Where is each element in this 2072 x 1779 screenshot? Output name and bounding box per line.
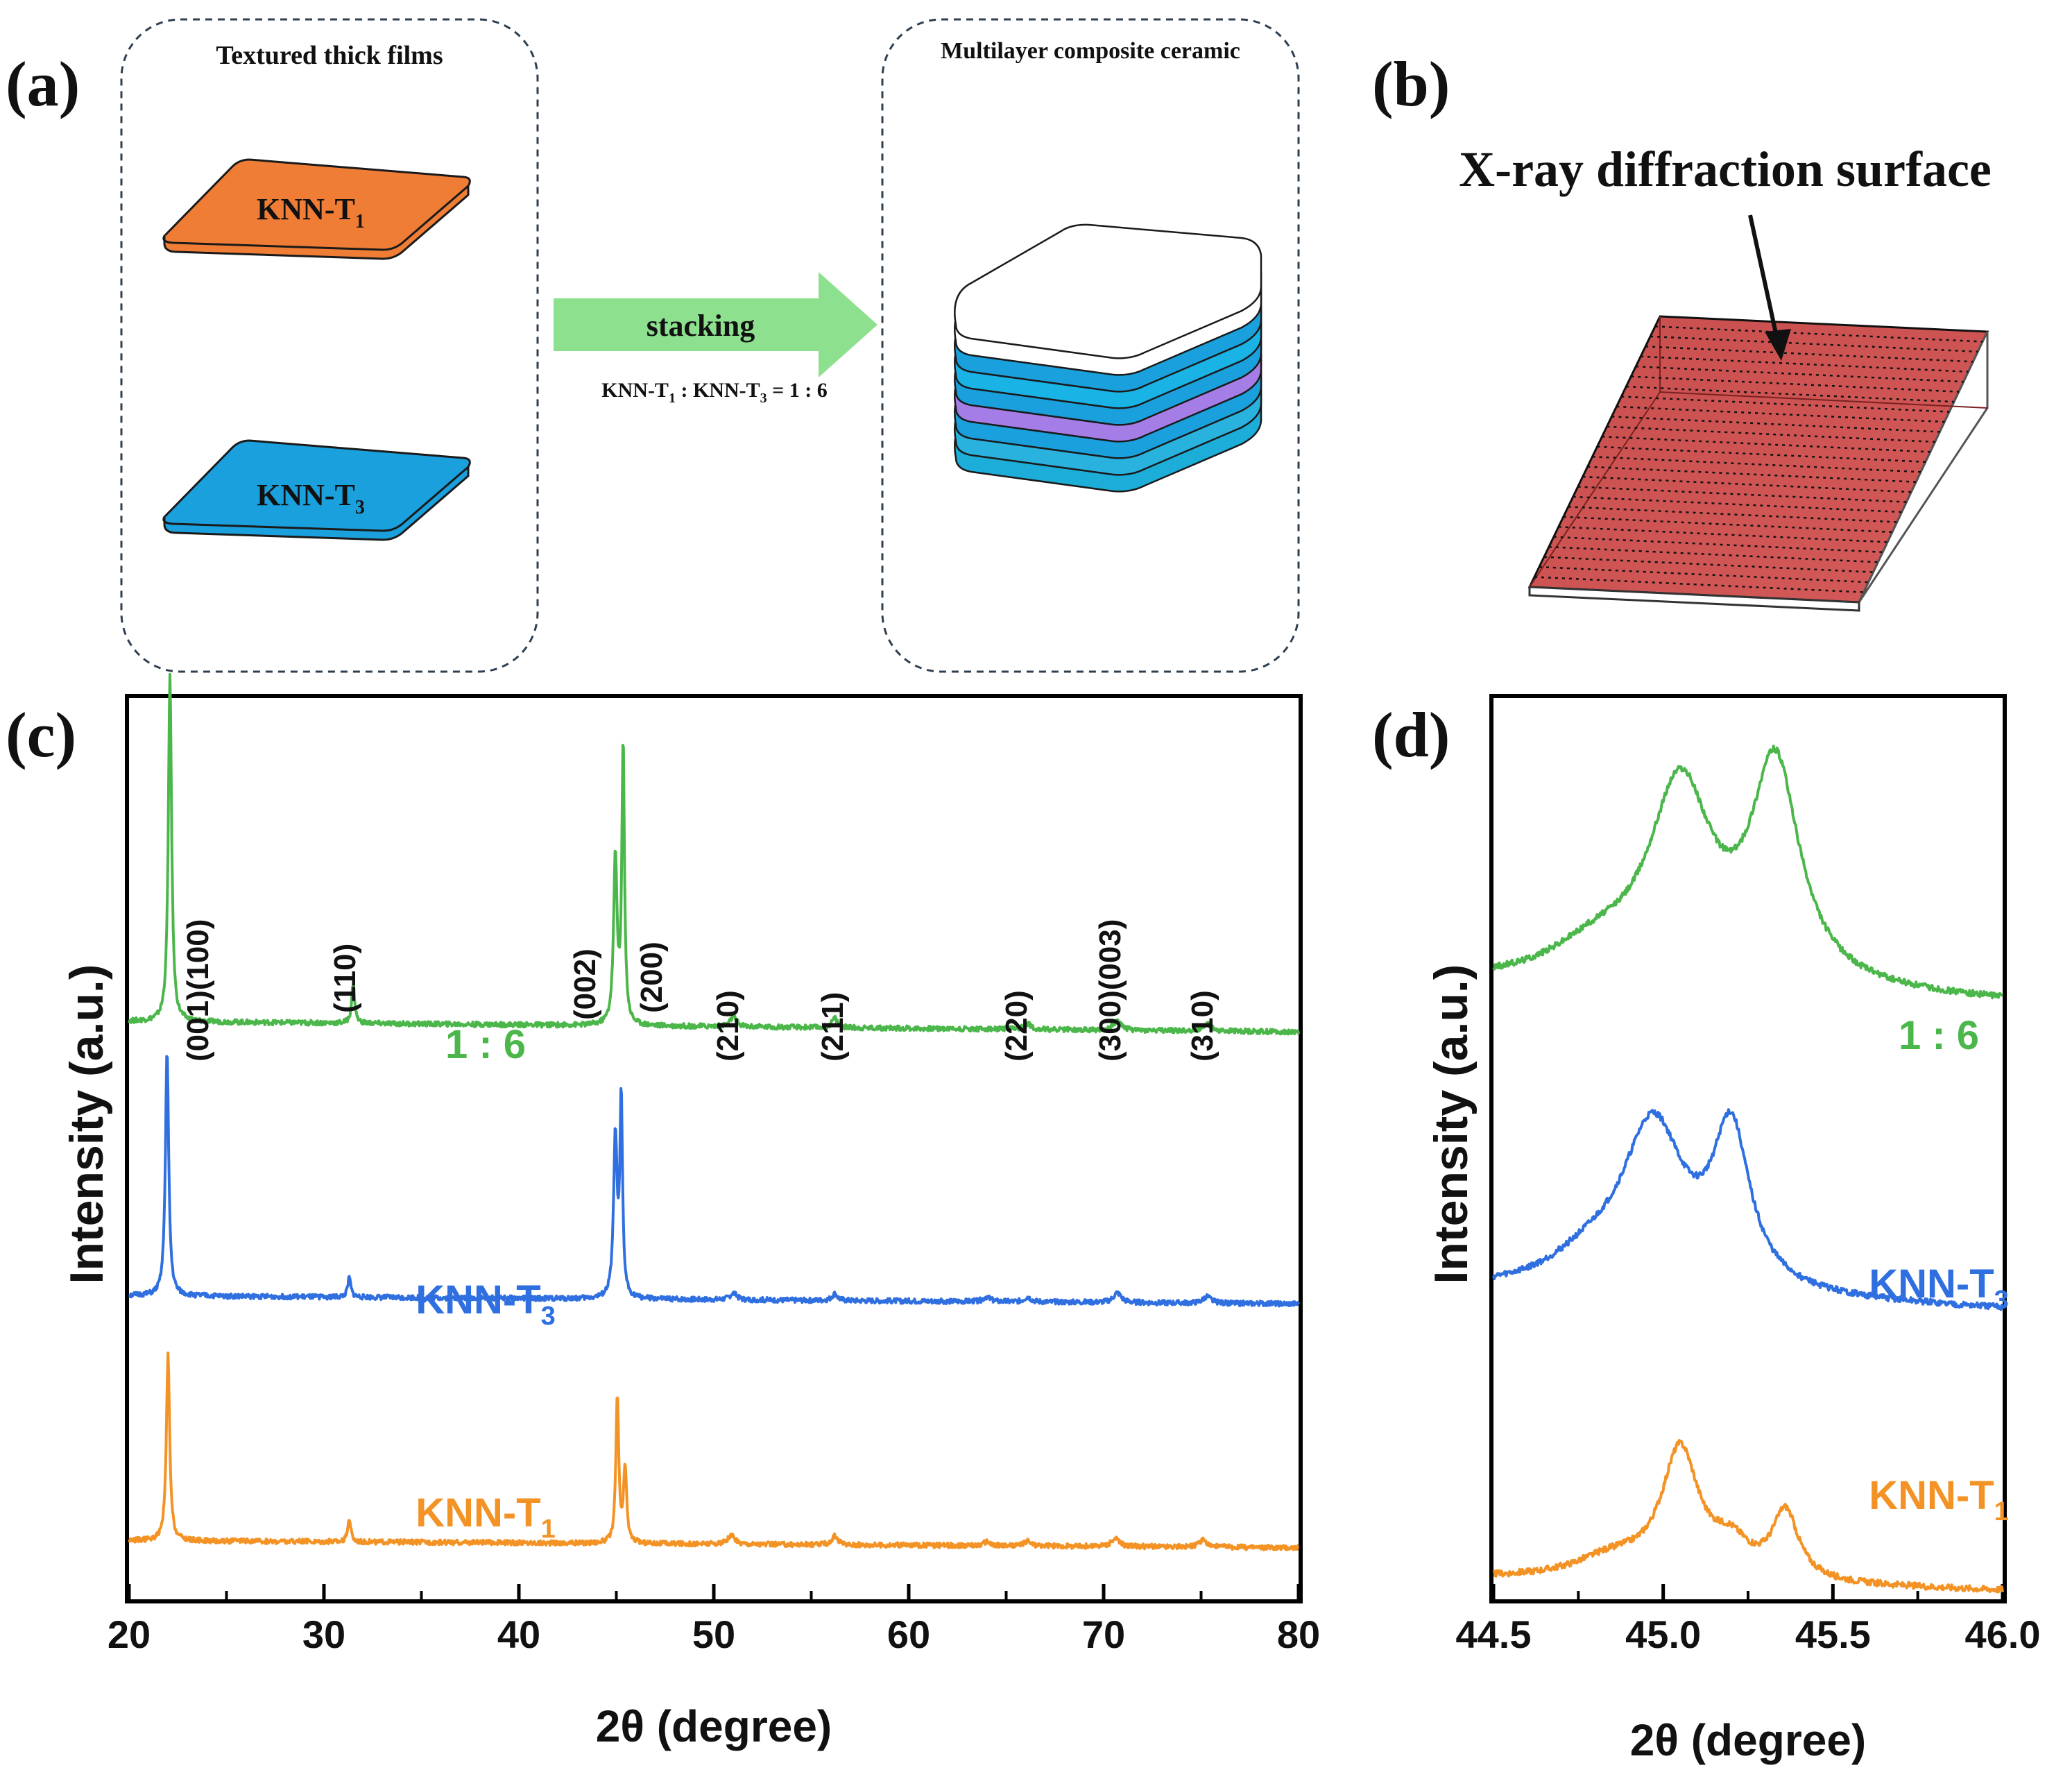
panel-label-c: (c) (6, 699, 76, 770)
knn-t3-film: KNN-T3 (162, 439, 471, 541)
panel-label-b: (b) (1372, 49, 1450, 119)
peak-label: (220) (1000, 990, 1034, 1062)
stacking-label: stacking (647, 309, 755, 343)
series-label: KNN-T1 (416, 1490, 556, 1544)
knn-t1-film: KNN-T1 (162, 158, 471, 260)
series-line-knn-t3 (128, 1055, 1300, 1308)
slab-scan-line (1654, 325, 1983, 343)
knn-t3-film-label: KNN-T (257, 478, 355, 512)
chart-c-frame (125, 694, 1303, 1603)
textured-films-title: Textured thick films (216, 41, 443, 70)
series-label: KNN-T1 (1869, 1473, 2009, 1526)
x-tick-label: 30 (302, 1612, 345, 1656)
peak-label: (310) (1185, 990, 1219, 1062)
series-label-base: 1 : 6 (1899, 1013, 1979, 1058)
series-line-1-6 (1492, 744, 2003, 1000)
x-tick-label: 45.0 (1625, 1612, 1701, 1656)
peak-label: (002) (568, 948, 602, 1020)
peak-label: (001)(100) (181, 919, 215, 1062)
knn-t1-film-label: KNN-T (257, 192, 355, 226)
peak-label: (200) (635, 942, 669, 1013)
x-tick-label: 45.5 (1795, 1612, 1871, 1656)
svg-text:KNN-T1 : KNN-T3 = 1 : 6: KNN-T1 : KNN-T3 = 1 : 6 (601, 379, 827, 406)
x-tick-label: 20 (108, 1612, 151, 1656)
multilayer-stack (954, 223, 1262, 493)
peak-label: (300)(003) (1093, 919, 1127, 1062)
ratio-sub1: 1 (669, 391, 676, 406)
x-tick-label: 46.0 (1965, 1612, 2041, 1656)
series-label-base: KNN-T (1869, 1473, 1994, 1518)
peak-label: (210) (711, 990, 745, 1062)
series-label-base: KNN-T (1869, 1261, 1994, 1306)
x-tick-label: 50 (692, 1612, 735, 1656)
stacking-arrow: stacking KNN-T1 : KNN-T3 = 1 : 6 (554, 272, 877, 406)
series-label: KNN-T3 (416, 1277, 556, 1331)
panel-c: (c) 20 30 40 50 60 70 80 (001)(100) (110) (002) (… (6, 672, 1320, 1751)
panel-label-a: (a) (6, 49, 80, 119)
xrd-surface-label: X-ray diffraction surface (1459, 142, 1992, 197)
chart-d-ylabel: Intensity (a.u.) (1425, 964, 1478, 1284)
svg-text:KNN-T3: KNN-T3 (257, 478, 365, 518)
series-label: KNN-T3 (1869, 1261, 2009, 1315)
ratio-sub2: 3 (760, 391, 767, 406)
series-line-knn-t1 (128, 1351, 1300, 1551)
peak-label: (110) (328, 944, 362, 1013)
series-label: 1 : 6 (445, 1022, 526, 1067)
x-tick-label: 80 (1277, 1612, 1320, 1656)
series-label-sub: 3 (1994, 1286, 2009, 1315)
series-label: 1 : 6 (1899, 1013, 1979, 1058)
series-line-knn-t3 (1492, 1108, 2004, 1311)
ratio-part1: KNN-T (601, 379, 669, 402)
panel-label-d: (d) (1372, 699, 1450, 770)
x-tick-label: 44.5 (1456, 1612, 1532, 1656)
x-tick-label: 70 (1082, 1612, 1125, 1656)
knn-t3-film-sub: 3 (355, 497, 365, 518)
x-tick-label: 40 (497, 1612, 540, 1656)
panel-a: (a) Textured thick films KNN-T1 KNN-T3 s… (6, 18, 1300, 673)
series-label-base: KNN-T (416, 1277, 540, 1322)
series-label-sub: 1 (541, 1515, 556, 1544)
knn-t1-film-sub: 1 (355, 211, 365, 232)
panel-b: (b) X-ray diffraction surface (1372, 49, 1992, 612)
slab-scan-line (1650, 335, 1978, 353)
xrd-arrow (1748, 214, 1791, 361)
ratio-part3: = 1 : 6 (767, 379, 828, 402)
series-label-sub: 1 (1994, 1497, 2009, 1526)
chart-c-xlabel: 2θ (degree) (596, 1701, 832, 1751)
x-tick-label: 60 (887, 1612, 930, 1656)
textured-films-box (120, 18, 539, 673)
series-label-sub: 3 (541, 1302, 556, 1331)
ratio-part2: : KNN-T (676, 379, 760, 402)
svg-text:KNN-T1: KNN-T1 (257, 192, 365, 232)
chart-d-xlabel: 2θ (degree) (1630, 1715, 1866, 1765)
series-line-1-6 (128, 672, 1300, 1036)
stack-layer (954, 223, 1262, 359)
multilayer-box (881, 18, 1300, 673)
xrd-slab (1527, 315, 1989, 612)
peak-label: (211) (816, 992, 850, 1062)
series-label-base: KNN-T (416, 1490, 540, 1535)
multilayer-title: Multilayer composite ceramic (941, 38, 1240, 64)
chart-c-ylabel: Intensity (a.u.) (60, 964, 113, 1284)
series-line-knn-t1 (1492, 1439, 2004, 1594)
chart-d-frame (1489, 694, 2007, 1603)
series-label-base: 1 : 6 (445, 1022, 526, 1067)
